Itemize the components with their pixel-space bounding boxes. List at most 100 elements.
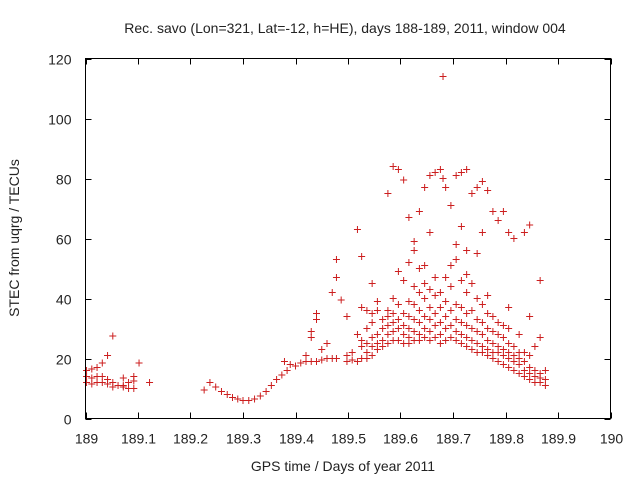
y-tick-label: 80 [56, 172, 72, 188]
data-point-plus-marker [484, 346, 492, 353]
data-point-plus-marker [526, 352, 534, 359]
data-point-plus-marker [405, 340, 413, 347]
data-point-plus-marker [489, 313, 497, 320]
data-point-plus-marker [88, 365, 96, 373]
data-point-plus-marker [384, 190, 392, 197]
data-point-plus-marker [436, 289, 444, 296]
data-point-plus-marker [332, 256, 340, 263]
data-point-plus-marker [442, 298, 450, 305]
data-point-plus-marker [442, 274, 450, 281]
data-point-plus-marker [431, 322, 439, 329]
data-point-plus-marker [415, 265, 423, 272]
data-point-plus-marker [389, 328, 397, 335]
data-point-plus-marker [379, 316, 387, 323]
data-point-plus-marker [373, 331, 381, 338]
data-point-plus-marker [394, 301, 402, 308]
data-point-plus-marker [431, 274, 439, 281]
data-point-plus-marker [457, 304, 465, 311]
data-point-plus-marker [368, 280, 376, 287]
plot-frame [85, 58, 611, 419]
data-point-plus-marker [473, 295, 481, 302]
data-point-plus-marker [410, 316, 418, 323]
data-point-plus-marker [426, 328, 434, 335]
data-point-plus-marker [273, 376, 281, 383]
x-tick-labels: 189 189.1 189.2 189.3 189.4 189.5 189.6 189.7 18… [75, 431, 624, 447]
data-point-plus-marker [442, 325, 450, 332]
data-point-plus-marker [348, 356, 356, 364]
data-point-plus-marker [520, 358, 528, 365]
data-point-plus-marker [494, 358, 502, 365]
data-point-plus-marker [384, 331, 392, 338]
data-point-plus-marker [410, 238, 418, 245]
data-point-plus-marker [83, 373, 91, 380]
data-point-plus-marker [447, 262, 455, 269]
data-point-plus-marker [426, 172, 434, 179]
data-point-plus-marker [499, 346, 507, 353]
data-point-plus-marker [368, 319, 376, 326]
axis-ticks [85, 58, 612, 420]
y-tick-label: 40 [56, 292, 72, 308]
data-point-plus-marker [358, 253, 366, 260]
data-point-plus-marker [515, 355, 523, 362]
data-point-plus-marker [463, 343, 471, 350]
data-point-plus-marker [463, 310, 471, 317]
data-point-plus-marker [526, 364, 534, 371]
x-tick-label: 189.2 [173, 431, 208, 447]
data-point-plus-marker [426, 304, 434, 311]
data-point-plus-marker [278, 371, 286, 379]
x-tick-label: 190 [600, 431, 624, 447]
data-point-plus-marker [520, 349, 528, 356]
data-point-plus-marker [515, 361, 523, 368]
data-point-plus-marker [426, 286, 434, 293]
data-point-plus-marker [318, 356, 326, 364]
data-point-plus-marker [536, 370, 544, 377]
data-point-plus-marker [415, 331, 423, 338]
data-point-plus-marker [363, 355, 371, 362]
data-point-plus-marker [494, 319, 502, 326]
data-point-plus-marker [426, 229, 434, 236]
data-point-plus-marker [421, 184, 429, 191]
data-point-plus-marker [98, 379, 106, 386]
data-point-plus-marker [468, 325, 476, 332]
data-point-plus-marker [125, 379, 133, 386]
data-point-plus-marker [468, 280, 476, 287]
data-point-plus-marker [373, 346, 381, 353]
data-point-plus-marker [478, 301, 486, 308]
data-point-plus-marker [88, 374, 96, 382]
x-tick-label: 189.6 [383, 431, 418, 447]
data-point-plus-marker [457, 169, 465, 176]
data-point-plus-marker [484, 325, 492, 332]
data-point-plus-marker [526, 313, 534, 320]
data-point-plus-marker [436, 340, 444, 347]
data-point-plus-marker [394, 337, 402, 344]
data-point-plus-marker [343, 313, 351, 320]
data-point-plus-marker [405, 313, 413, 320]
data-point-plus-marker [384, 313, 392, 320]
data-point-plus-marker [384, 307, 392, 314]
data-point-plus-marker [510, 358, 518, 365]
data-point-plus-marker [130, 385, 138, 392]
data-point-plus-marker [394, 316, 402, 323]
data-point-plus-marker [98, 359, 106, 367]
data-point-plus-marker [394, 268, 402, 275]
data-point-plus-marker [531, 373, 539, 380]
data-point-plus-marker [373, 307, 381, 314]
data-point-plus-marker [389, 319, 397, 326]
x-tick-label: 189.8 [489, 431, 524, 447]
data-point-plus-marker [343, 358, 351, 365]
data-point-plus-marker [313, 316, 320, 323]
data-point-plus-marker [457, 340, 465, 347]
data-point-plus-marker [468, 337, 476, 344]
data-point-plus-marker [505, 304, 513, 311]
data-point-plus-marker [421, 295, 429, 302]
data-point-plus-marker [463, 247, 471, 254]
data-point-plus-marker [379, 337, 387, 344]
data-point-plus-marker [463, 271, 471, 278]
data-point-plus-marker [499, 361, 507, 368]
data-point-plus-marker [251, 395, 259, 403]
data-point-plus-marker [478, 349, 486, 356]
data-point-plus-marker [332, 355, 340, 362]
data-point-plus-marker [436, 331, 444, 338]
data-point-plus-marker [206, 379, 214, 386]
data-point-plus-marker [431, 310, 439, 317]
